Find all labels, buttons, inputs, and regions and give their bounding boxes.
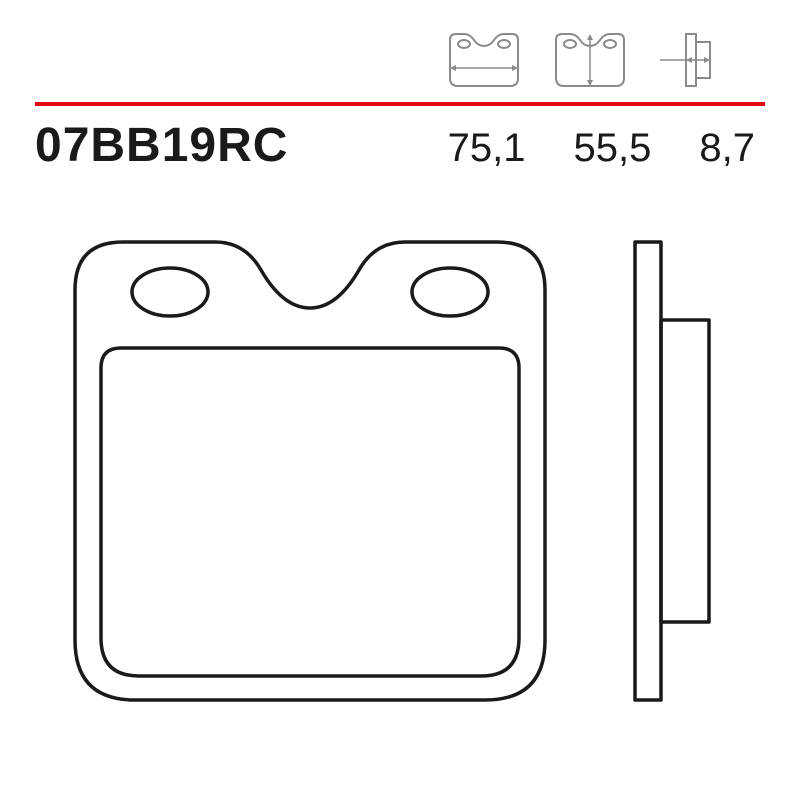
icon-width bbox=[440, 28, 528, 94]
side-view bbox=[635, 242, 709, 700]
dim-thickness: 8,7 bbox=[699, 126, 755, 171]
part-number: 07BB19RC bbox=[35, 118, 288, 173]
dimensions-row: 75,1 55,5 8,7 bbox=[448, 126, 765, 171]
icon-height bbox=[546, 28, 634, 94]
dim-height: 55,5 bbox=[574, 126, 652, 171]
icon-thickness bbox=[652, 28, 722, 94]
header-row: 07BB19RC 75,1 55,5 8,7 bbox=[35, 118, 765, 173]
dimension-icons-row bbox=[440, 28, 722, 94]
header-divider bbox=[35, 102, 765, 106]
dim-width: 75,1 bbox=[448, 126, 526, 171]
front-view bbox=[75, 242, 545, 700]
technical-drawing bbox=[35, 220, 765, 760]
